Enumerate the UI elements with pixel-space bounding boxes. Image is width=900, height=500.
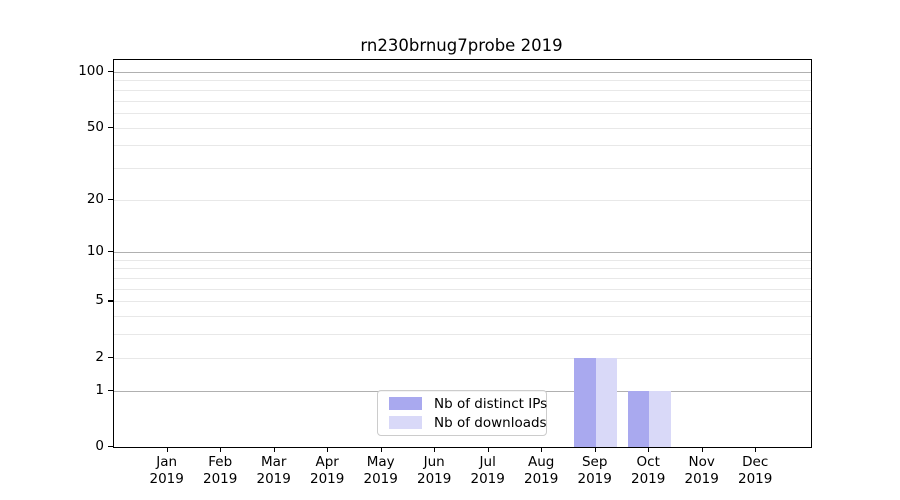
- x-tick-mark: [166, 447, 168, 452]
- y-gridline-minor: [114, 127, 811, 129]
- y-tick-mark: [108, 198, 113, 200]
- x-tick-mark: [701, 447, 703, 452]
- y-gridline-minor: [114, 199, 811, 201]
- y-gridline-minor: [114, 334, 811, 336]
- bar-downloads: [595, 357, 618, 447]
- y-tick-mark: [108, 300, 113, 302]
- legend-swatch-downloads: [389, 416, 422, 429]
- y-tick-label: 5: [95, 292, 104, 309]
- y-gridline-minor: [114, 112, 811, 114]
- x-tick-label: Feb 2019: [203, 454, 238, 487]
- x-tick-label: May 2019: [363, 454, 398, 487]
- y-gridline-major: [114, 72, 811, 73]
- x-tick-mark: [594, 447, 596, 452]
- chart-title: rn230brnug7probe 2019: [360, 36, 563, 55]
- x-tick-mark: [487, 447, 489, 452]
- x-tick-label: Sep 2019: [577, 454, 612, 487]
- y-gridline-minor: [114, 89, 811, 91]
- y-gridline-minor: [114, 80, 811, 82]
- y-tick-mark: [108, 446, 113, 448]
- bar-downloads: [649, 390, 671, 447]
- x-tick-label: Oct 2019: [631, 454, 666, 487]
- x-tick-label: Apr 2019: [310, 454, 345, 487]
- y-tick-label: 2: [95, 348, 104, 365]
- y-tick-mark: [108, 389, 113, 391]
- x-tick-label: Jan 2019: [149, 454, 184, 487]
- y-gridline-minor: [114, 357, 811, 359]
- y-tick-label: 20: [86, 190, 104, 207]
- x-tick-mark: [648, 447, 650, 452]
- y-gridline-minor: [114, 278, 811, 280]
- x-tick-mark: [434, 447, 436, 452]
- legend-item: Nb of distinct IPs: [378, 395, 548, 412]
- legend-item: Nb of downloads: [378, 414, 547, 431]
- x-tick-mark: [220, 447, 222, 452]
- y-gridline-major: [114, 252, 811, 254]
- y-tick-mark: [108, 71, 113, 73]
- bar-distinct-ips: [574, 357, 596, 447]
- y-tick-mark: [108, 251, 113, 253]
- legend-label: Nb of distinct IPs: [434, 395, 548, 412]
- y-tick-label: 10: [86, 243, 104, 260]
- x-tick-label: Jun 2019: [417, 454, 452, 487]
- plot-area: Nb of distinct IPs Nb of downloads: [113, 59, 812, 448]
- x-tick-label: Aug 2019: [524, 454, 559, 487]
- legend-label: Nb of downloads: [434, 414, 547, 431]
- x-tick-label: Jul 2019: [470, 454, 505, 487]
- legend: Nb of distinct IPs Nb of downloads: [377, 390, 547, 436]
- y-gridline-minor: [114, 259, 811, 261]
- y-gridline-minor: [114, 145, 811, 147]
- y-tick-mark: [108, 356, 113, 358]
- x-tick-mark: [380, 447, 382, 452]
- x-tick-mark: [327, 447, 329, 452]
- y-tick-label: 50: [86, 118, 104, 135]
- y-tick-mark: [108, 126, 113, 128]
- y-tick-label: 1: [95, 381, 104, 398]
- y-tick-label: 0: [95, 438, 104, 454]
- legend-swatch-distinct-ips: [389, 397, 422, 410]
- y-gridline-minor: [114, 100, 811, 102]
- x-tick-label: Mar 2019: [256, 454, 291, 487]
- x-tick-mark: [755, 447, 757, 452]
- x-tick-label: Nov 2019: [684, 454, 719, 487]
- x-tick-mark: [541, 447, 543, 452]
- y-gridline-minor: [114, 167, 811, 169]
- y-gridline-minor: [114, 301, 811, 303]
- y-gridline-minor: [114, 316, 811, 318]
- bar-distinct-ips: [627, 390, 650, 447]
- x-tick-mark: [273, 447, 275, 452]
- y-tick-label: 100: [78, 63, 104, 79]
- y-gridline-minor: [114, 288, 811, 290]
- x-tick-label: Dec 2019: [738, 454, 773, 487]
- y-gridline-minor: [114, 268, 811, 270]
